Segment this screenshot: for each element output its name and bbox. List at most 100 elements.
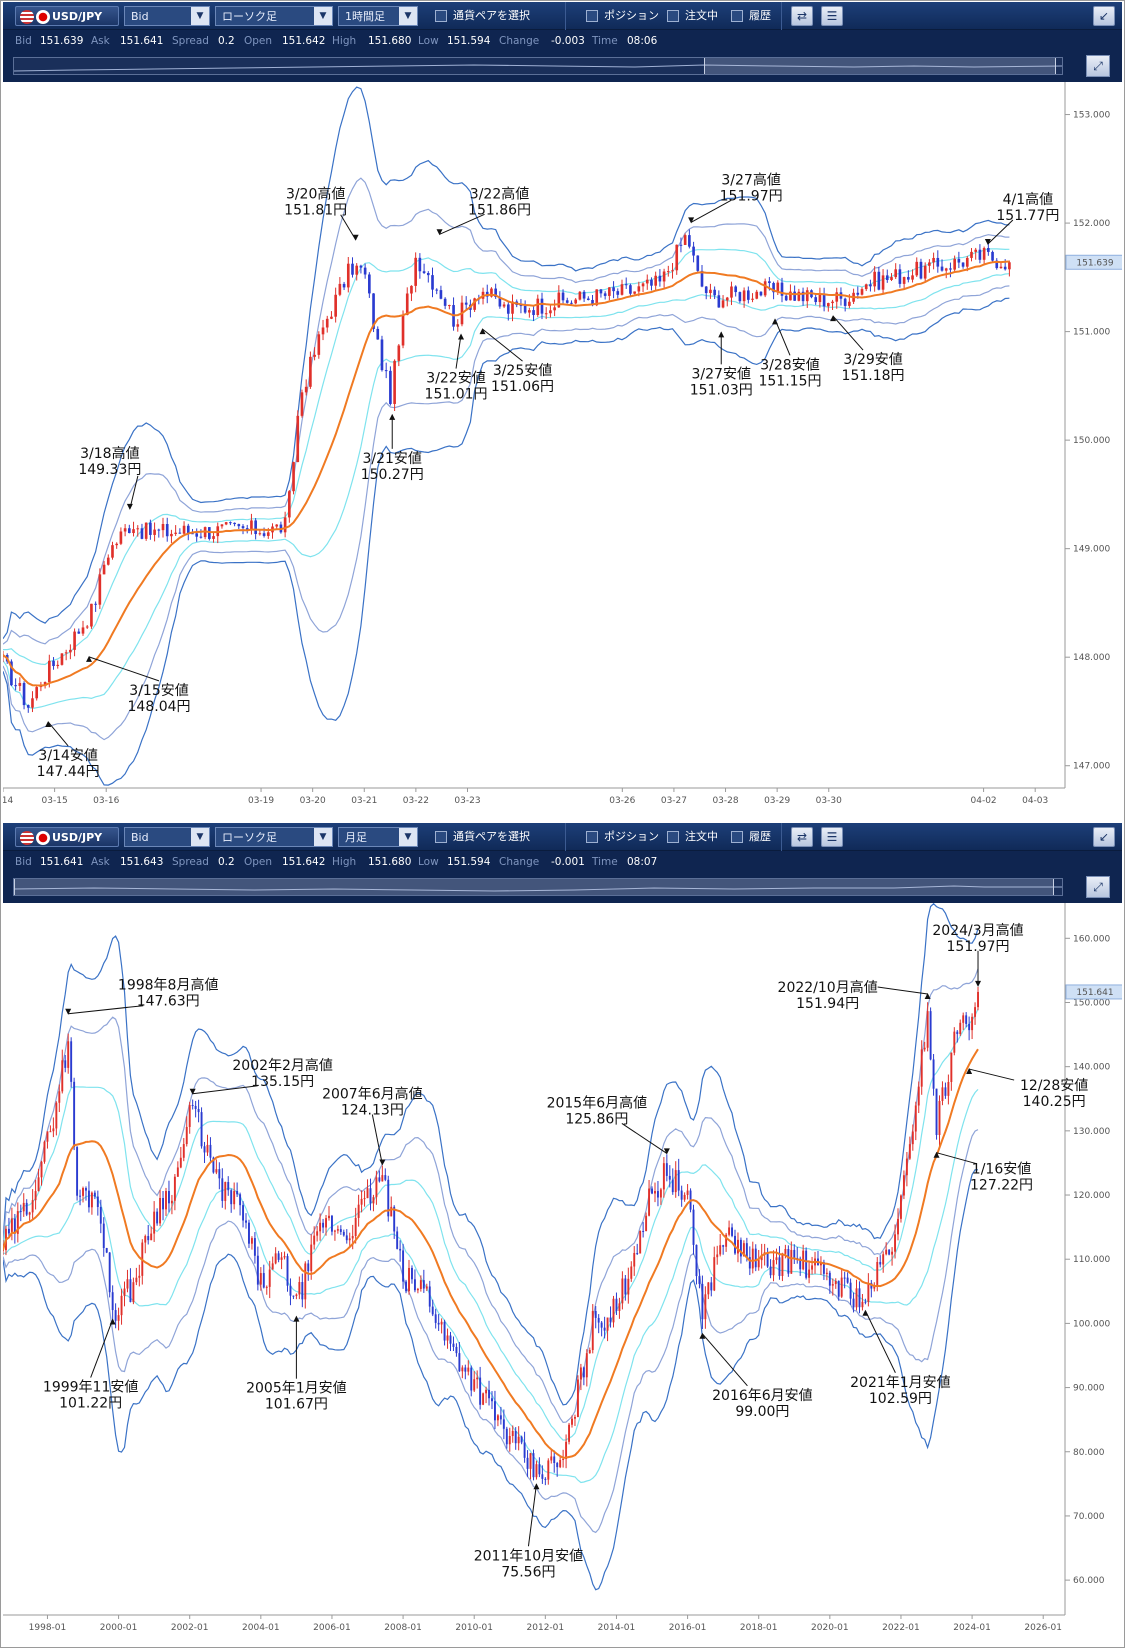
candle-body <box>763 281 767 296</box>
x-tick-label: 03-22 <box>403 796 429 806</box>
candle-body <box>416 1288 419 1291</box>
annotation-value: 124.13円 <box>341 1103 404 1119</box>
candle-body <box>174 532 177 534</box>
chart-style-select[interactable]: ローソク足 ▼ <box>215 827 333 847</box>
collapse-button[interactable]: ↙ <box>1093 827 1115 847</box>
upper-1sigma-band <box>3 248 1010 666</box>
timeframe-select[interactable]: 1時間足 ▼ <box>338 6 418 26</box>
annotation-arrowhead <box>975 980 982 987</box>
candle-body <box>105 1248 108 1253</box>
candle-body <box>334 294 337 317</box>
expand-button[interactable]: ⤢ <box>1086 55 1110 77</box>
history-toggle[interactable]: 履歴 <box>731 827 771 847</box>
candle-body <box>227 1182 230 1191</box>
candle-body <box>929 1011 932 1060</box>
history-label: 履歴 <box>749 9 771 22</box>
chart-style-select[interactable]: ローソク足 ▼ <box>215 6 333 26</box>
candle-body <box>479 1377 482 1405</box>
pair-select-toggle[interactable]: 通貨ペアを選択 <box>435 827 530 847</box>
annotation-value: 151.18円 <box>842 368 905 384</box>
candle-body <box>52 660 55 667</box>
annotation-label: 1/16安値 <box>972 1162 1031 1178</box>
candle-body <box>476 1377 479 1380</box>
candle-body <box>446 1335 449 1341</box>
navigator-thumb[interactable] <box>14 879 1054 895</box>
position-toggle[interactable]: ポジション <box>586 827 659 847</box>
annotation-arrow <box>90 1319 114 1378</box>
window-list-button[interactable]: ☰ <box>821 6 843 26</box>
candle-body <box>834 1280 837 1285</box>
us-flag-icon <box>20 10 34 24</box>
navigator-thumb[interactable] <box>704 58 1056 74</box>
navigator-scrollbar[interactable] <box>13 878 1063 896</box>
candle-body <box>900 1195 902 1219</box>
candle-body <box>907 277 910 280</box>
orders-toggle[interactable]: 注文中 <box>667 827 718 847</box>
candle-body <box>70 1041 73 1082</box>
candle-body <box>651 1188 653 1194</box>
candle-body <box>805 1250 808 1278</box>
bid-label: Bid <box>15 856 32 868</box>
candle-body <box>307 1263 310 1272</box>
pair-select-toggle[interactable]: 通貨ペアを選択 <box>435 6 530 26</box>
candle-body <box>947 1081 950 1096</box>
annotation-arrow <box>47 721 69 747</box>
candle-body <box>585 1353 588 1378</box>
candle-body <box>965 257 969 267</box>
candle-body <box>599 289 603 294</box>
candle-body <box>55 1102 58 1129</box>
expand-button[interactable]: ⤢ <box>1086 876 1110 898</box>
candle-body <box>254 520 257 535</box>
history-toggle[interactable]: 履歴 <box>731 6 771 26</box>
chart-toolbar: USD/JPY Bid ▼ ローソク足 ▼ 月足 ▼ 通貨ペアを選択 ポジション 注文… <box>3 823 1122 851</box>
candle-body <box>449 1335 452 1344</box>
candle-body <box>799 1258 802 1270</box>
candle-body <box>298 1282 301 1295</box>
annotation-label: 3/25安値 <box>493 363 552 379</box>
quote-bar: Bid 151.641 Ask 151.643 Spread 0.2 Open … <box>3 851 1122 873</box>
candle-body <box>179 1157 182 1168</box>
candle-body <box>111 545 114 558</box>
y-tick-label: 150.000 <box>1073 436 1110 446</box>
candle-body <box>408 1267 410 1292</box>
annotation-arrowhead <box>699 1332 706 1339</box>
swap-icon: ⇄ <box>796 9 808 23</box>
candle-body <box>641 283 645 287</box>
time-value: 08:07 <box>627 856 658 868</box>
symbol-selector[interactable]: USD/JPY <box>15 827 119 847</box>
candle-body <box>206 1144 209 1153</box>
swap-layout-button[interactable]: ⇄ <box>791 6 813 26</box>
candle-body <box>431 275 434 290</box>
upper-2sigma-band <box>3 968 979 1424</box>
y-tick-label: 130.000 <box>1073 1127 1110 1137</box>
candle-body <box>751 298 754 300</box>
position-toggle[interactable]: ポジション <box>586 6 659 26</box>
price-type-select[interactable]: Bid ▼ <box>124 6 210 26</box>
checkbox-icon <box>667 10 679 22</box>
candle-body <box>721 300 725 308</box>
swap-layout-button[interactable]: ⇄ <box>791 827 813 847</box>
candle-body <box>144 522 148 539</box>
candle-body <box>178 532 182 534</box>
candle-body <box>322 1222 325 1228</box>
candle-body <box>595 289 599 306</box>
x-tick-label: 2000-01 <box>100 1623 138 1633</box>
timeframe-select[interactable]: 月足 ▼ <box>338 827 418 847</box>
position-label: ポジション <box>604 830 659 843</box>
orders-toggle[interactable]: 注文中 <box>667 6 718 26</box>
symbol-selector[interactable]: USD/JPY <box>15 6 119 26</box>
candle-body <box>562 1458 565 1460</box>
candle-body <box>603 293 607 296</box>
ask-label: Ask <box>91 35 110 47</box>
annotation-value: 151.77円 <box>996 208 1059 224</box>
candle-body <box>90 1192 93 1208</box>
window-list-button[interactable]: ☰ <box>821 827 843 847</box>
sma-line <box>3 260 1010 687</box>
sma-line <box>3 1048 979 1459</box>
navigator-scrollbar[interactable] <box>13 57 1063 75</box>
annotation-value: 102.59円 <box>869 1391 932 1407</box>
price-type-select[interactable]: Bid ▼ <box>124 827 210 847</box>
candle-body <box>292 462 295 492</box>
collapse-button[interactable]: ↙ <box>1093 6 1115 26</box>
candle-body <box>905 1158 908 1176</box>
